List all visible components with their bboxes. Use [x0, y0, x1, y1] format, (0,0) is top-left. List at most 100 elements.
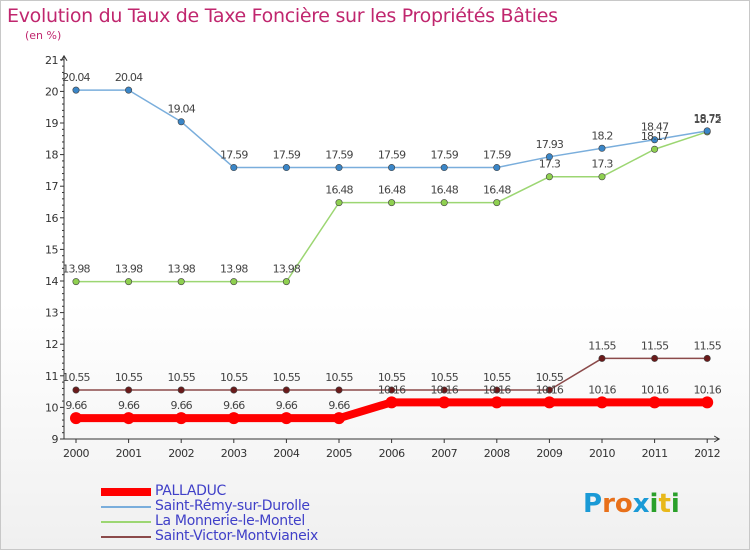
data-label: 17.93 [536, 138, 564, 151]
y-tick-label: 21 [45, 54, 58, 67]
data-point [493, 386, 501, 394]
x-tick-label: 2008 [484, 447, 510, 460]
data-point [175, 412, 188, 425]
x-tick-label: 2011 [642, 447, 668, 460]
y-tick-label: 18 [45, 149, 58, 162]
data-point [125, 278, 133, 286]
axes: 9 10 11 12 13 14 15 16 17 18 19 20 21 2000 2001 2002 200… [45, 54, 721, 460]
x-tick-label: 2003 [221, 447, 247, 460]
unit-label: (en %) [25, 29, 62, 42]
logo-letter: t [658, 489, 671, 519]
data-label: 9.66 [328, 399, 350, 412]
data-point [440, 164, 448, 172]
data-label: 13.98 [167, 263, 195, 276]
data-label: 20.04 [62, 71, 90, 84]
data-label: 16.48 [430, 184, 458, 197]
proxiti-logo: Proxiti [583, 489, 680, 519]
logo-letter: P [583, 489, 603, 519]
data-label: 17.59 [325, 149, 353, 162]
data-label: 13.98 [273, 263, 301, 276]
data-label: 18.75 [693, 112, 721, 125]
data-point [335, 386, 343, 394]
data-label: 18.17 [641, 130, 669, 143]
data-point [282, 386, 290, 394]
legend-swatch [101, 488, 151, 496]
data-point [72, 86, 80, 94]
data-point [545, 153, 553, 161]
data-point [493, 164, 501, 172]
data-point [335, 199, 343, 207]
legend-label: PALLADUC [155, 483, 227, 499]
data-point [440, 199, 448, 207]
chart-title: Evolution du Taux de Taxe Foncière sur l… [7, 5, 558, 27]
data-point [177, 278, 185, 286]
logo-letter: i [649, 489, 659, 519]
x-tick-label: 2005 [326, 447, 352, 460]
y-axis-arrow [60, 54, 68, 62]
data-point [388, 199, 396, 207]
y-tick-label: 10 [45, 401, 58, 414]
legend-swatch [101, 506, 151, 508]
data-point [388, 164, 396, 172]
data-point [598, 144, 606, 152]
data-label: 10.16 [430, 383, 458, 396]
data-label: 9.66 [276, 399, 298, 412]
x-tick-label: 2012 [694, 447, 720, 460]
x-axis-arrow [713, 435, 721, 443]
data-label: 10.16 [536, 383, 564, 396]
legend-item: Saint-Rémy-sur-Durolle [101, 498, 361, 515]
data-point [333, 412, 345, 425]
y-tick-label: 12 [45, 338, 58, 351]
data-point [545, 386, 553, 394]
data-point [648, 396, 661, 409]
data-point [227, 412, 240, 425]
series-lines [70, 86, 714, 425]
y-tick-label: 16 [45, 212, 58, 225]
data-point [598, 354, 606, 362]
x-tick-label: 2006 [379, 447, 405, 460]
data-label: 10.55 [536, 371, 564, 384]
data-point [177, 386, 185, 394]
data-label: 10.55 [220, 371, 248, 384]
data-label: 10.16 [483, 383, 511, 396]
data-label: 10.16 [693, 383, 721, 396]
data-point [125, 86, 133, 94]
data-label: 17.59 [378, 149, 406, 162]
data-label: 9.66 [171, 399, 193, 412]
x-tick-label: 2010 [589, 447, 615, 460]
legend-swatch [101, 536, 151, 538]
data-point [651, 354, 659, 362]
y-tick-label: 11 [45, 370, 58, 383]
data-point [282, 278, 290, 286]
data-point [230, 386, 238, 394]
legend-item: PALLADUC [101, 483, 361, 500]
data-point [490, 396, 503, 409]
data-label: 11.55 [693, 339, 721, 352]
data-label: 17.59 [273, 149, 301, 162]
data-label: 20.04 [115, 71, 143, 84]
data-label: 10.55 [430, 371, 458, 384]
y-tick-label: 20 [45, 85, 58, 98]
data-point [703, 127, 711, 135]
data-label: 11.55 [588, 339, 616, 352]
y-tick-label: 17 [45, 180, 58, 193]
data-point [493, 199, 501, 207]
data-point [596, 396, 608, 409]
y-tick-label: 9 [52, 433, 59, 446]
data-label: 10.55 [167, 371, 195, 384]
data-label: 9.66 [118, 399, 140, 412]
data-point [543, 396, 556, 409]
data-label: 10.55 [325, 371, 353, 384]
logo-letter: r [602, 489, 615, 519]
logo-letter: i [670, 489, 680, 519]
data-label: 10.55 [62, 371, 90, 384]
data-point [177, 118, 185, 126]
y-tick-label: 19 [45, 117, 58, 130]
data-label: 10.16 [588, 383, 616, 396]
data-label: 10.55 [115, 371, 143, 384]
data-label: 18.72 [693, 113, 721, 126]
data-label: 17.59 [483, 149, 511, 162]
data-label: 13.98 [115, 263, 143, 276]
logo-letter: x [632, 489, 650, 519]
